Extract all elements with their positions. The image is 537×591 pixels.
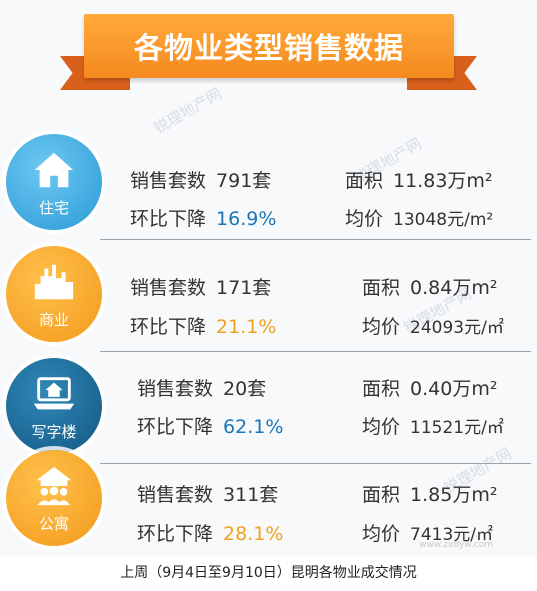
row-commercial: 商业 销售套数 171套 环比下降 21.1% 面积 0.84万m² 均价 24093元… <box>0 240 537 352</box>
avg-price: 均价 7413元/㎡ <box>362 519 493 546</box>
sales-count-value: 20套 <box>223 378 267 400</box>
apartment-people-icon <box>36 466 72 505</box>
badge-residential: 住宅 <box>6 134 102 230</box>
sales-count: 销售套数 20套 <box>137 374 266 401</box>
change-rate: 环比下降 16.9% <box>130 204 276 231</box>
row-divider <box>100 351 531 352</box>
avg-price-value: 13048元/m² <box>393 210 494 230</box>
area: 面积 0.84万m² <box>362 273 497 300</box>
avg-price: 均价 24093元/㎡ <box>362 312 504 339</box>
change-value: 62.1% <box>223 416 284 438</box>
row-office: 写字楼 销售套数 20套 环比下降 62.1% 面积 0.40万m² 均价 11521元… <box>0 352 537 464</box>
change-label: 环比下降 <box>137 416 214 438</box>
sales-count: 销售套数 311套 <box>137 480 278 507</box>
area: 面积 1.85万m² <box>362 480 497 507</box>
area-label: 面积 <box>345 170 384 192</box>
city-buildings-icon <box>34 264 74 299</box>
area-value: 0.84万m² <box>410 277 498 299</box>
corner-site-watermark: www.zxdyw.com <box>419 540 493 550</box>
category-label: 住宅 <box>38 198 69 217</box>
area-value: 0.40万m² <box>410 378 498 400</box>
category-label: 写字楼 <box>31 422 77 441</box>
change-label: 环比下降 <box>130 208 207 230</box>
infographic: 各物业类型销售数据 锐理地产网 锐理地产网 锐理地产网 锐理地产网 住宅 销售套… <box>0 14 537 556</box>
sales-count-label: 销售套数 <box>130 277 207 299</box>
row-apartment: 公寓 销售套数 311套 环比下降 28.1% 面积 1.85万m² 均价 7413元/… <box>0 444 537 556</box>
sales-count-value: 171套 <box>216 277 272 299</box>
sales-count-value: 791套 <box>216 170 272 192</box>
area-label: 面积 <box>362 277 401 299</box>
change-rate: 环比下降 21.1% <box>130 312 276 339</box>
row-divider <box>100 239 531 240</box>
change-rate: 环比下降 28.1% <box>137 519 283 546</box>
image-caption: 上周（9月4日至9月10日）昆明各物业成交情况 <box>120 565 417 581</box>
avg-price: 均价 11521元/㎡ <box>362 412 504 439</box>
area-label: 面积 <box>362 484 401 506</box>
sales-count: 销售套数 791套 <box>130 166 271 193</box>
category-label: 公寓 <box>38 514 69 533</box>
badge-apartment: 公寓 <box>6 450 102 546</box>
avg-price: 均价 13048元/m² <box>345 204 493 231</box>
sales-count-label: 销售套数 <box>137 484 214 506</box>
sales-count-label: 销售套数 <box>130 170 207 192</box>
area: 面积 11.83万m² <box>345 166 493 193</box>
area: 面积 0.40万m² <box>362 374 497 401</box>
avg-price-label: 均价 <box>362 523 401 545</box>
avg-price-value: 7413元/㎡ <box>410 525 494 545</box>
avg-price-label: 均价 <box>362 316 401 338</box>
area-value: 11.83万m² <box>393 170 493 192</box>
row-divider <box>100 463 531 464</box>
title-banner: 各物业类型销售数据 <box>84 14 454 78</box>
row-residential: 住宅 销售套数 791套 环比下降 16.9% 面积 11.83万m² 均价 13048… <box>0 128 537 240</box>
sales-count: 销售套数 171套 <box>130 273 271 300</box>
avg-price-value: 11521元/㎡ <box>410 418 504 438</box>
area-label: 面积 <box>362 378 401 400</box>
change-value: 21.1% <box>216 316 277 338</box>
avg-price-label: 均价 <box>345 208 384 230</box>
category-label: 商业 <box>38 310 69 329</box>
change-label: 环比下降 <box>130 316 207 338</box>
banner-title: 各物业类型销售数据 <box>133 31 404 65</box>
change-value: 16.9% <box>216 208 277 230</box>
laptop-house-icon <box>33 376 75 409</box>
avg-price-value: 24093元/㎡ <box>410 318 504 338</box>
badge-office: 写字楼 <box>6 358 102 454</box>
sales-count-label: 销售套数 <box>137 378 214 400</box>
change-value: 28.1% <box>223 523 284 545</box>
avg-price-label: 均价 <box>362 416 401 438</box>
sales-count-value: 311套 <box>223 484 279 506</box>
area-value: 1.85万m² <box>410 484 498 506</box>
change-label: 环比下降 <box>137 523 214 545</box>
house-icon <box>34 152 74 187</box>
change-rate: 环比下降 62.1% <box>137 412 283 439</box>
badge-commercial: 商业 <box>6 246 102 342</box>
